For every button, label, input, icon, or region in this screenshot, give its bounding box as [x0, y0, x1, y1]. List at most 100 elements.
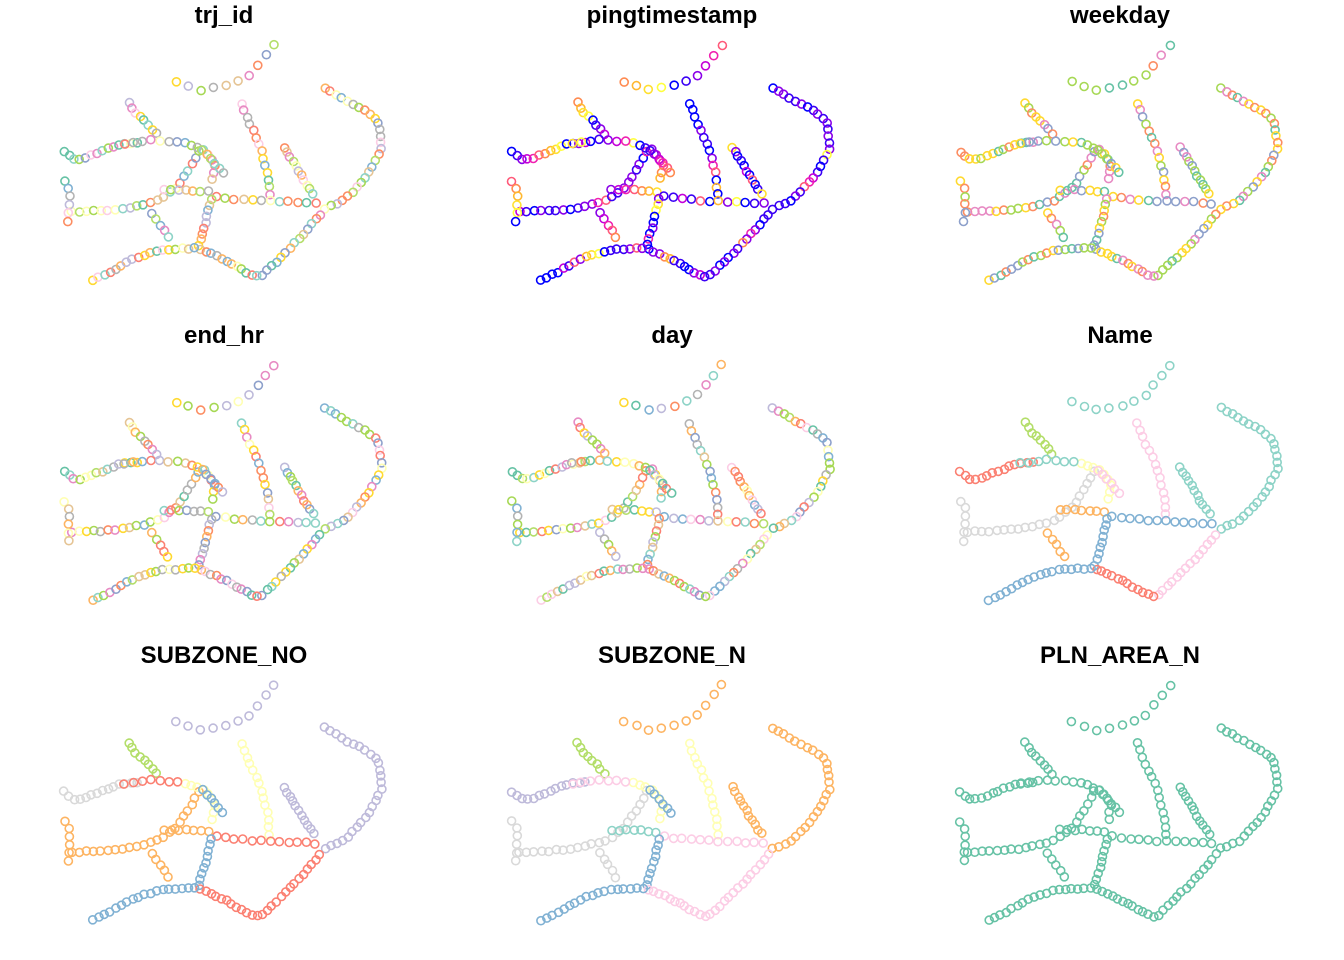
data-point — [1175, 782, 1186, 793]
data-point — [620, 457, 630, 467]
data-point — [1107, 511, 1117, 522]
data-point — [1046, 213, 1057, 224]
data-point — [510, 216, 521, 227]
data-point — [705, 466, 715, 477]
data-point — [172, 397, 182, 408]
data-point — [1098, 531, 1108, 542]
data-point — [639, 793, 649, 804]
data-point — [988, 788, 999, 798]
data-point — [641, 466, 651, 476]
data-point — [692, 710, 702, 720]
data-point — [631, 165, 642, 175]
data-point — [982, 150, 992, 161]
data-point — [205, 839, 215, 850]
data-point — [580, 456, 590, 467]
data-point — [1257, 492, 1268, 502]
data-point — [625, 244, 635, 254]
data-point — [1133, 195, 1144, 205]
data-point — [659, 511, 669, 522]
data-point — [1242, 186, 1253, 197]
data-point — [1113, 573, 1124, 584]
data-point — [628, 458, 639, 469]
panel-day: day — [448, 320, 896, 640]
data-point — [164, 777, 174, 787]
data-point — [542, 913, 552, 923]
data-point — [279, 782, 290, 793]
data-point — [1050, 136, 1061, 146]
data-point — [651, 526, 662, 536]
data-point — [964, 794, 975, 804]
data-point — [203, 186, 214, 196]
data-point — [709, 586, 720, 596]
data-point — [291, 480, 301, 491]
data-point — [366, 162, 377, 172]
data-point — [376, 777, 386, 788]
data-point — [1143, 909, 1153, 920]
data-point — [689, 267, 699, 278]
data-point — [268, 680, 279, 691]
data-point — [1128, 76, 1139, 86]
data-point — [1148, 380, 1158, 390]
data-point — [580, 137, 591, 148]
data-point — [1160, 829, 1171, 840]
data-point — [1157, 264, 1168, 275]
data-point — [534, 150, 544, 160]
scatter-plot — [506, 40, 835, 285]
data-point — [146, 837, 156, 847]
data-point — [796, 826, 806, 837]
data-point — [189, 883, 200, 893]
data-point — [183, 563, 194, 573]
data-point — [241, 907, 252, 918]
data-point — [959, 183, 970, 194]
data-point — [217, 807, 228, 818]
data-point — [1156, 50, 1167, 61]
data-point — [89, 525, 99, 536]
data-point — [605, 245, 616, 256]
data-point — [661, 483, 672, 494]
panel-title: day — [651, 322, 693, 349]
data-point — [186, 780, 196, 791]
data-point — [1086, 243, 1097, 253]
data-point — [676, 833, 687, 844]
panel-title: pingtimestamp — [586, 2, 758, 29]
data-point — [220, 512, 231, 522]
data-point — [696, 765, 707, 775]
data-point — [707, 793, 717, 804]
data-point — [1149, 912, 1159, 922]
data-point — [607, 832, 618, 843]
data-point — [1269, 118, 1280, 129]
data-point — [654, 513, 664, 524]
data-point — [702, 778, 713, 789]
data-point — [656, 167, 667, 178]
data-point — [370, 433, 381, 443]
data-point — [1042, 848, 1053, 858]
data-point — [576, 777, 586, 788]
data-point — [206, 834, 216, 844]
data-point — [1097, 886, 1107, 897]
data-point — [713, 195, 724, 206]
data-point — [1143, 515, 1154, 526]
data-point — [1198, 198, 1209, 208]
data-point — [700, 911, 711, 922]
data-point — [1041, 454, 1052, 465]
data-point — [1161, 836, 1172, 846]
data-point — [263, 807, 273, 818]
data-point — [155, 136, 165, 146]
data-point — [809, 492, 819, 502]
data-point — [976, 793, 987, 803]
data-point — [239, 194, 249, 205]
data-point — [1143, 835, 1153, 845]
data-point — [1022, 778, 1033, 788]
data-point — [276, 571, 287, 582]
data-point — [102, 464, 113, 475]
data-point — [91, 467, 101, 478]
data-point — [592, 759, 602, 769]
data-point — [207, 174, 217, 184]
data-point — [114, 140, 124, 150]
data-point — [264, 502, 274, 513]
data-point — [201, 858, 211, 868]
data-point — [1266, 752, 1276, 763]
data-point — [626, 811, 637, 821]
data-point — [1096, 566, 1107, 576]
data-point — [993, 146, 1004, 157]
